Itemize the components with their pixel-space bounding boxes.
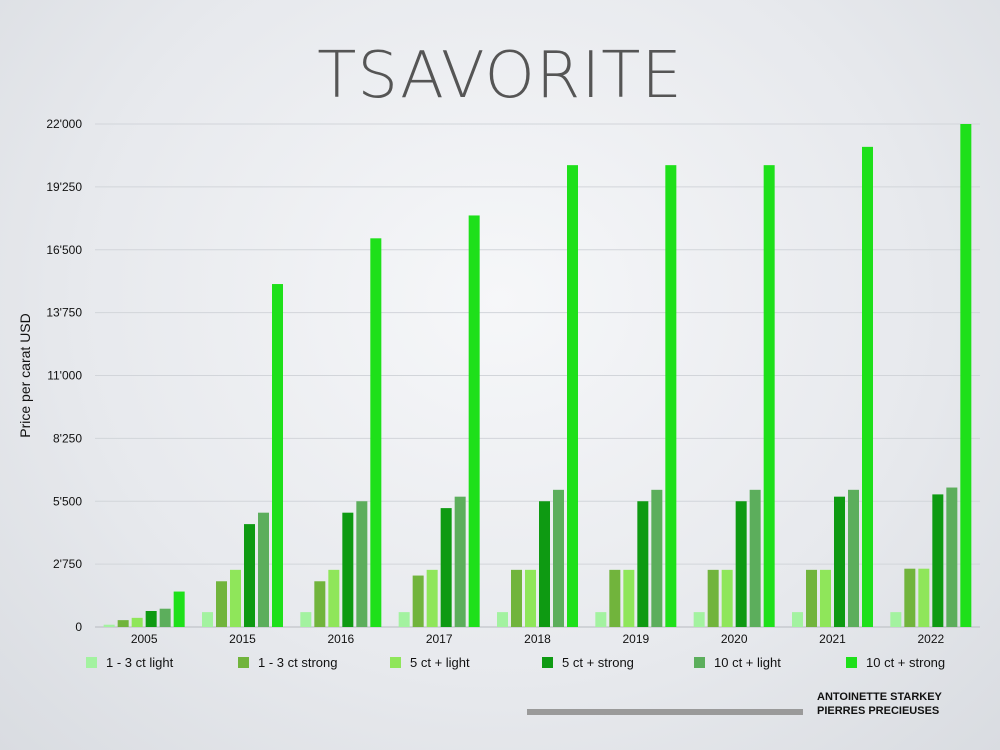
bar [173,591,185,627]
legend-label: 10 ct + light [714,655,781,670]
bar [918,568,930,627]
bar [637,501,649,627]
bar [103,624,115,627]
bar [567,165,578,627]
chart-title: TSAVORITE [317,39,683,113]
legend-item: 1 - 3 ct light [86,655,173,670]
x-tick-label: 2016 [327,632,354,646]
legend-item: 1 - 3 ct strong [238,655,337,670]
y-tick-label: 13'750 [46,306,82,320]
y-tick-label: 8'250 [53,431,82,445]
brand-signature: ANTOINETTE STARKEY PIERRES PRECIEUSES [817,690,942,718]
legend-item: 10 ct + strong [846,655,945,670]
bar [159,608,171,627]
bar [834,496,845,627]
bar [553,489,564,627]
bar [595,612,607,627]
legend-swatch [846,657,857,668]
y-axis-title: Price per carat USD [17,313,33,437]
bar [890,612,902,627]
bar [763,165,775,627]
bar [398,612,410,627]
bar [145,610,157,627]
bar [131,617,143,627]
bar [721,569,733,627]
bar [440,508,452,627]
bar [749,489,761,627]
bar [468,215,480,628]
y-tick-label: 2'750 [53,557,82,571]
bar [651,489,663,627]
bar [258,512,269,627]
bar [314,581,326,627]
legend-item: 5 ct + strong [542,655,634,670]
chart-plot: 0 2'750 5'500 8'250 11'000 13'750 16'500 19'250… [17,117,980,646]
bar [806,569,817,627]
bar [370,238,382,627]
bar [693,612,705,627]
x-tick-label: 2020 [721,632,748,646]
legend-label: 5 ct + light [410,655,470,670]
x-tick-label: 2022 [917,632,944,646]
bar [862,146,873,627]
bar [707,569,719,627]
legend-item: 10 ct + light [694,655,781,670]
bar [904,568,916,627]
bar [735,501,747,627]
bar [960,124,972,627]
legend-label: 1 - 3 ct light [106,655,174,670]
x-tick-label: 2018 [524,632,551,646]
x-tick-label: 2021 [819,632,846,646]
y-tick-label: 0 [75,620,82,634]
bar [342,512,354,627]
bar [946,487,958,627]
y-tick-label: 19'250 [46,180,82,194]
bar [539,501,550,627]
bar [932,494,944,627]
bar [230,569,241,627]
legend-swatch [390,657,401,668]
legend-swatch [86,657,97,668]
legend-label: 10 ct + strong [866,655,946,670]
brand-line-1: ANTOINETTE STARKEY [817,691,942,703]
y-tick-label: 5'500 [53,494,82,508]
bar [300,612,312,627]
bar [820,569,831,627]
y-tick-label: 16'500 [46,243,82,257]
bar [202,612,213,627]
bar [244,524,255,627]
x-tick-label: 2005 [131,632,158,646]
legend-label: 1 - 3 ct strong [258,655,338,670]
y-tick-label: 22'000 [46,117,82,131]
chart-legend: 1 - 3 ct light 1 - 3 ct strong 5 ct + ligh… [86,655,986,675]
bar [848,489,859,627]
bar [216,581,227,627]
bar [792,612,803,627]
x-tick-label: 2015 [229,632,256,646]
legend-item: 5 ct + light [390,655,470,670]
bar [426,569,438,627]
legend-swatch [238,657,249,668]
footer-divider-bar [527,709,803,715]
bar [356,501,368,627]
bar [497,612,508,627]
bar [272,284,283,627]
bar [511,569,522,627]
bar [623,569,635,627]
brand-line-2: PIERRES PRECIEUSES [817,705,940,717]
legend-label: 5 ct + strong [562,655,634,670]
bar [525,569,536,627]
bar [665,165,677,627]
legend-swatch [694,657,705,668]
bar [454,496,466,627]
bar [609,569,621,627]
bar [328,569,340,627]
x-tick-label: 2017 [426,632,453,646]
x-tick-label: 2019 [622,632,649,646]
legend-swatch [542,657,553,668]
bar [412,575,424,627]
y-tick-label: 11'000 [47,369,82,383]
bar [117,620,129,627]
